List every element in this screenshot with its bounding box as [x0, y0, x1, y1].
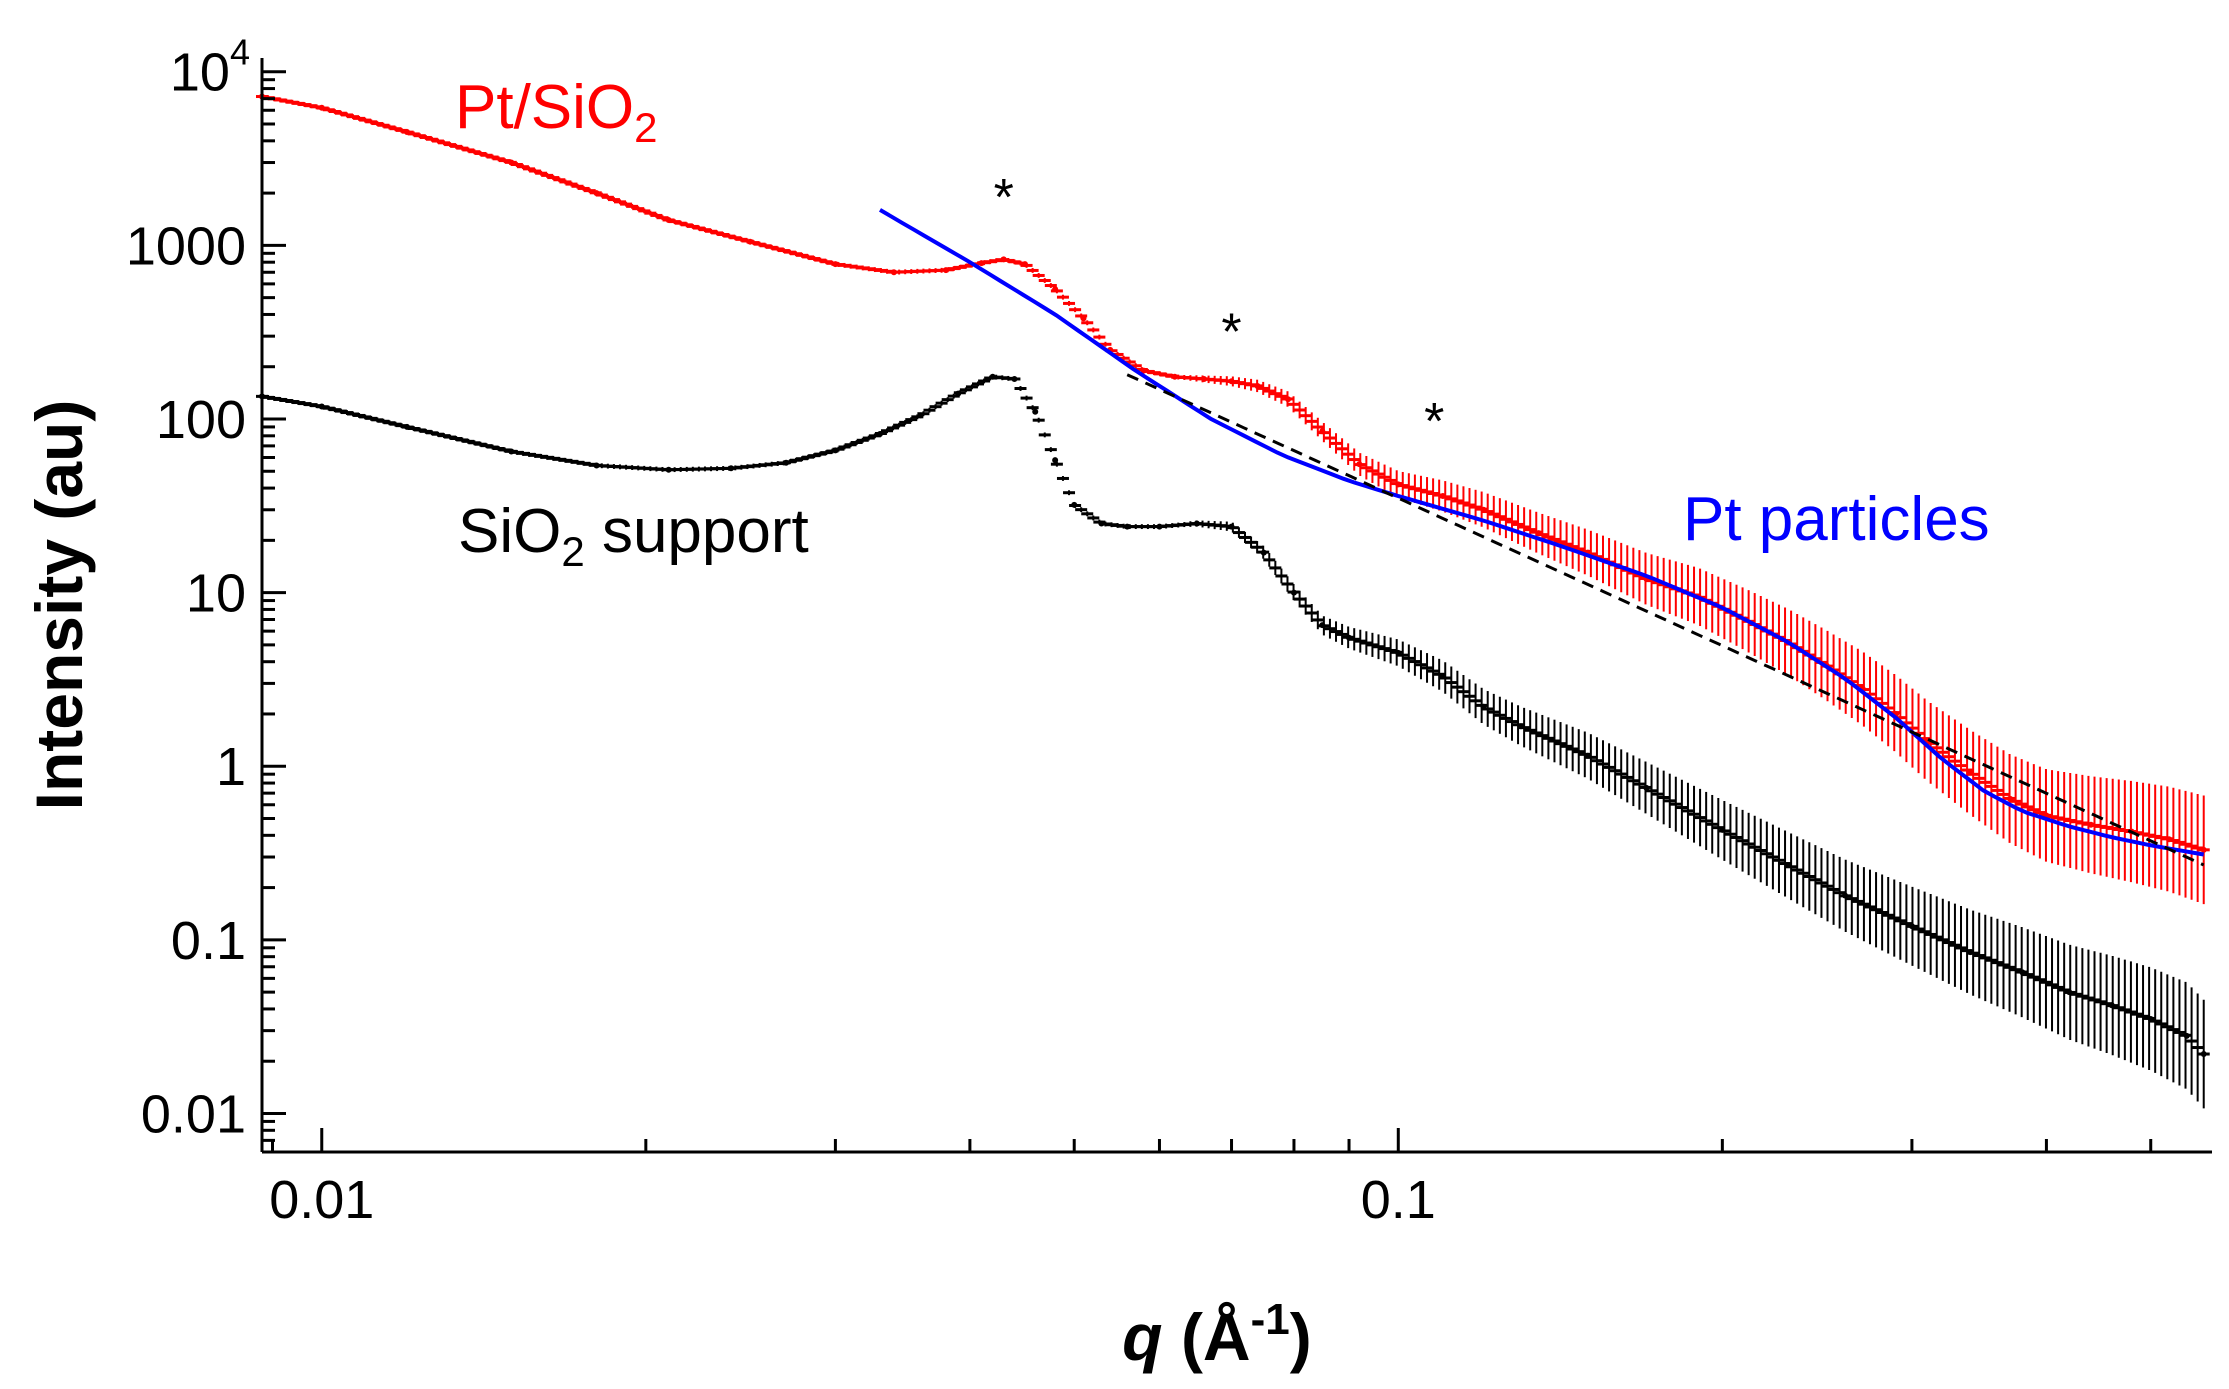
data-point — [1440, 673, 1446, 679]
y-tick-label: 1 — [216, 737, 246, 797]
data-point — [1229, 378, 1235, 384]
data-point — [2109, 1002, 2115, 1008]
data-point — [832, 261, 838, 267]
data-point — [666, 217, 672, 223]
y-tick-label: 100 — [156, 390, 246, 450]
data-point — [404, 424, 410, 430]
data-point — [1356, 461, 1362, 467]
data-point — [1967, 949, 1973, 955]
data-point — [508, 160, 514, 166]
series-label-pt-particles: Pt particles — [1683, 485, 1990, 554]
data-point — [1785, 862, 1791, 868]
data-point — [1440, 493, 1446, 499]
data-point — [1201, 376, 1207, 382]
y-tick-label: 0.1 — [171, 911, 246, 971]
y-tick-label: 10 — [186, 564, 246, 624]
data-point — [1052, 286, 1058, 292]
data-point — [1098, 521, 1104, 527]
data-point — [1518, 723, 1524, 729]
series-label-pt-sio2: Pt/SiO2 — [455, 73, 658, 151]
data-point — [1585, 753, 1591, 759]
data-point — [1319, 428, 1325, 434]
data-point — [1071, 502, 1077, 508]
data-point — [1001, 256, 1007, 262]
data-point — [1011, 376, 1017, 382]
y-tick-label: 0.01 — [141, 1084, 246, 1144]
data-point — [1481, 704, 1487, 710]
axes — [262, 58, 2212, 1152]
data-point — [783, 460, 789, 466]
data-point — [1080, 315, 1086, 321]
data-point — [1395, 650, 1401, 656]
series-label-sio2-support: SiO2 support — [458, 497, 809, 575]
data-point — [1229, 524, 1235, 530]
data-point — [404, 129, 410, 135]
data-point — [1395, 481, 1401, 487]
data-point — [747, 239, 753, 245]
data-point — [1291, 590, 1297, 596]
data-point — [1536, 530, 1542, 536]
data-point — [2201, 1051, 2207, 1057]
data-point — [1124, 524, 1130, 530]
data-point — [943, 267, 949, 273]
series-sio2-support — [256, 374, 2210, 1109]
data-point — [2201, 847, 2207, 853]
data-point — [1842, 893, 1848, 899]
data-point — [955, 391, 961, 397]
data-point — [990, 374, 996, 380]
data-point — [1022, 261, 1028, 267]
data-point — [2166, 836, 2172, 842]
data-point — [2019, 969, 2025, 975]
data-point — [508, 448, 514, 454]
data-point — [918, 412, 924, 418]
data-point — [1285, 396, 1291, 402]
data-point — [1255, 383, 1261, 389]
data-point — [1261, 550, 1267, 556]
data-point — [1194, 521, 1200, 527]
data-point — [2184, 1033, 2190, 1039]
data-point — [1156, 524, 1162, 530]
x-axis-title: q (Å-1) — [1122, 1295, 1311, 1374]
labels: 0.01 0.1 0.01 0.1 1 10 100 1000 104 q (Å-1) Intens… — [22, 32, 1990, 1374]
data-point — [594, 462, 600, 468]
data-point — [1346, 635, 1352, 641]
data-point — [978, 260, 984, 266]
data-point — [1481, 507, 1487, 513]
data-point — [2088, 822, 2094, 828]
data-point — [832, 447, 838, 453]
data-point — [2066, 989, 2072, 995]
data-point — [594, 190, 600, 196]
data-point — [1719, 827, 1725, 833]
data-point — [2007, 796, 2013, 802]
y-tick-label: 1000 — [126, 216, 246, 276]
data-point — [877, 431, 883, 437]
y-axis-title: Intensity (au) — [22, 400, 96, 811]
x-tick-label: 0.01 — [269, 1170, 374, 1230]
data-point — [319, 404, 325, 410]
data-point — [1032, 409, 1038, 415]
peak-marker-star: * — [994, 169, 1014, 227]
y-tick-label: 104 — [170, 32, 250, 103]
peak-marker-star: * — [1221, 304, 1241, 362]
data-point — [666, 467, 672, 473]
data-point — [319, 105, 325, 111]
data-point — [1172, 374, 1178, 380]
data-point — [2148, 1016, 2154, 1022]
x-tick-label: 0.1 — [1361, 1170, 1436, 1230]
data-point — [1909, 923, 1915, 929]
data-point — [1967, 770, 1973, 776]
data-point — [1319, 622, 1325, 628]
saxs-chart: 0.01 0.1 0.01 0.1 1 10 100 1000 104 q (Å-1) Intens… — [0, 0, 2229, 1389]
data-point — [1643, 785, 1649, 791]
dashed-fit-line — [1127, 375, 2204, 865]
series-power-law — [1127, 375, 2204, 865]
data-point — [1052, 457, 1058, 463]
plot-area — [256, 94, 2210, 1109]
data-point — [728, 465, 734, 471]
data-point — [891, 269, 897, 275]
peak-marker-star: * — [1424, 393, 1444, 451]
